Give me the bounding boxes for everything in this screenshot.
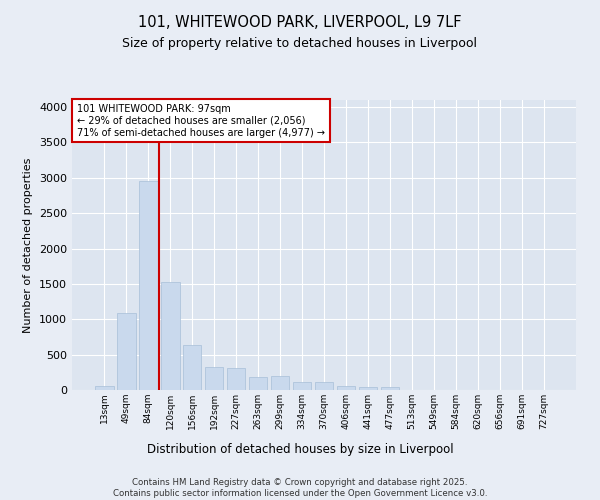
Bar: [139, 180, 158, 390]
Bar: [359, 387, 377, 390]
Bar: [183, 344, 202, 390]
Y-axis label: Number of detached properties: Number of detached properties: [23, 158, 34, 332]
Bar: [161, 282, 179, 390]
Bar: [314, 382, 334, 390]
Bar: [271, 376, 289, 390]
Bar: [380, 387, 399, 390]
Text: Distribution of detached houses by size in Liverpool: Distribution of detached houses by size …: [146, 442, 454, 456]
Text: Size of property relative to detached houses in Liverpool: Size of property relative to detached ho…: [122, 38, 478, 51]
Bar: [205, 368, 223, 390]
Text: 101 WHITEWOOD PARK: 97sqm
← 29% of detached houses are smaller (2,056)
71% of se: 101 WHITEWOOD PARK: 97sqm ← 29% of detac…: [77, 104, 325, 138]
Bar: [95, 386, 113, 390]
Bar: [337, 386, 355, 390]
Text: Contains HM Land Registry data © Crown copyright and database right 2025.
Contai: Contains HM Land Registry data © Crown c…: [113, 478, 487, 498]
Bar: [117, 313, 136, 390]
Bar: [249, 376, 268, 390]
Text: 101, WHITEWOOD PARK, LIVERPOOL, L9 7LF: 101, WHITEWOOD PARK, LIVERPOOL, L9 7LF: [138, 15, 462, 30]
Bar: [227, 368, 245, 390]
Bar: [293, 382, 311, 390]
